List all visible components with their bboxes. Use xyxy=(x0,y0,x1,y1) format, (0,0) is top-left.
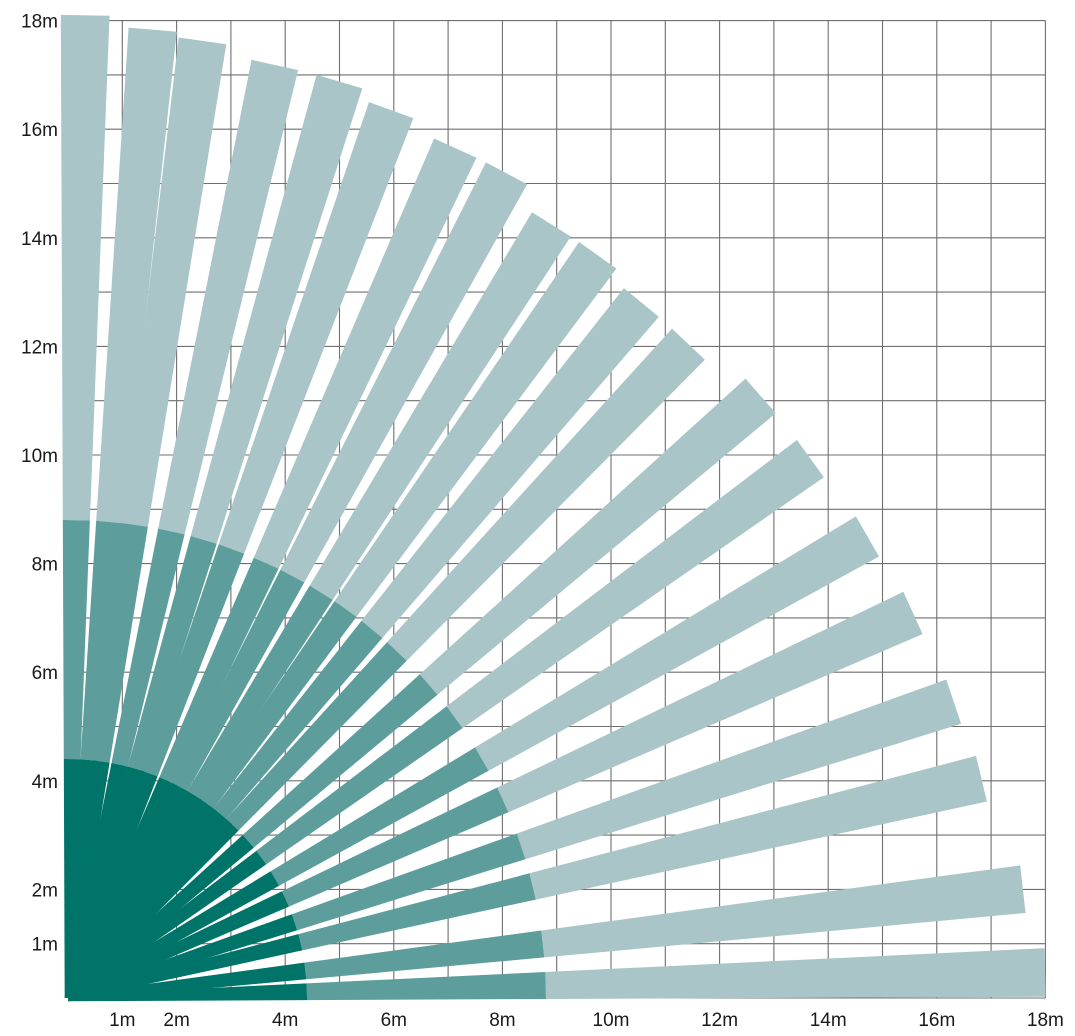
beam-6-near-zone xyxy=(66,871,280,1001)
beam-2-far-zone xyxy=(541,865,1026,958)
beam-10-far-zone xyxy=(361,288,659,638)
beam-3-middle-zone xyxy=(298,873,536,951)
beam-3-near-zone xyxy=(67,934,303,1002)
beam-7-near-zone xyxy=(66,850,267,1001)
beam-20-far-zone xyxy=(60,14,110,521)
beam-1-far-zone xyxy=(545,948,1046,999)
beam-16-far-zone xyxy=(190,74,363,544)
beam-13-middle-zone xyxy=(172,569,305,791)
axis-labels: 1m 2m 4m 6m 8m 10m 12m 14m 16m 18m 1m 2m 4m 6m 8m 10m 12… xyxy=(21,12,1064,1031)
x-tick-label: 1m xyxy=(109,1010,135,1031)
beam-8-middle-zone xyxy=(242,674,438,848)
y-tick-label: 2m xyxy=(32,880,58,901)
x-tick-label: 10m xyxy=(593,1010,630,1031)
beam-4-near-zone xyxy=(67,914,298,1002)
beam-12-far-zone xyxy=(309,212,571,600)
x-tick-label: 8m xyxy=(489,1010,515,1031)
beam-17-far-zone xyxy=(158,59,299,535)
y-tick-label: 18m xyxy=(21,12,58,33)
y-tick-label: 8m xyxy=(32,555,58,576)
x-tick-label: 14m xyxy=(810,1010,847,1031)
beam-20-near-zone xyxy=(63,759,81,999)
y-tick-label: 1m xyxy=(32,935,58,956)
beam-7-far-zone xyxy=(446,440,824,729)
beam-20-middle-zone xyxy=(62,520,90,760)
beam-10-middle-zone xyxy=(213,620,383,819)
beam-1-middle-zone xyxy=(306,972,546,1001)
beam-14-far-zone xyxy=(253,138,477,569)
beam-19-middle-zone xyxy=(80,520,124,761)
beam-5-far-zone xyxy=(497,591,923,813)
y-tick-label: 10m xyxy=(21,446,58,467)
y-tick-label: 16m xyxy=(21,120,58,141)
beam-14-middle-zone xyxy=(159,557,279,785)
beam-4-far-zone xyxy=(516,679,962,860)
beam-16-middle-zone xyxy=(127,536,217,772)
beam-11-far-zone xyxy=(334,242,617,617)
x-tick-label: 16m xyxy=(918,1010,955,1031)
x-tick-label: 18m xyxy=(1027,1010,1064,1031)
beam-9-middle-zone xyxy=(226,642,407,831)
beam-8-near-zone xyxy=(65,834,254,1001)
beam-2-near-zone xyxy=(67,962,307,1002)
x-tick-label: 6m xyxy=(381,1010,407,1031)
beam-9-far-zone xyxy=(387,328,705,661)
beam-2-middle-zone xyxy=(304,930,545,980)
beam-8-far-zone xyxy=(419,378,776,695)
detection-beams xyxy=(60,14,1046,1002)
beam-6-far-zone xyxy=(475,516,879,771)
beam-18-middle-zone xyxy=(92,522,148,763)
beam-18-far-zone xyxy=(121,37,227,527)
y-tick-label: 6m xyxy=(32,663,58,684)
beam-19-far-zone xyxy=(96,27,177,524)
y-tick-label: 14m xyxy=(21,229,58,250)
beam-17-middle-zone xyxy=(111,528,185,767)
beam-15-middle-zone xyxy=(141,544,245,777)
beam-7-middle-zone xyxy=(256,706,463,865)
x-tick-label: 12m xyxy=(701,1010,738,1031)
beam-13-far-zone xyxy=(280,162,528,583)
beam-5-middle-zone xyxy=(281,787,509,907)
beam-6-middle-zone xyxy=(270,747,489,886)
x-tick-label: 2m xyxy=(163,1010,189,1031)
beam-4-middle-zone xyxy=(291,833,526,931)
beam-1-near-zone xyxy=(67,983,308,1002)
y-tick-label: 12m xyxy=(21,337,58,358)
y-tick-label: 4m xyxy=(32,772,58,793)
beam-3-far-zone xyxy=(529,755,987,900)
x-tick-label: 4m xyxy=(272,1010,298,1031)
beam-12-middle-zone xyxy=(187,585,333,800)
beam-11-middle-zone xyxy=(199,601,357,809)
beam-15-far-zone xyxy=(218,102,414,554)
beam-5-near-zone xyxy=(66,891,289,1001)
